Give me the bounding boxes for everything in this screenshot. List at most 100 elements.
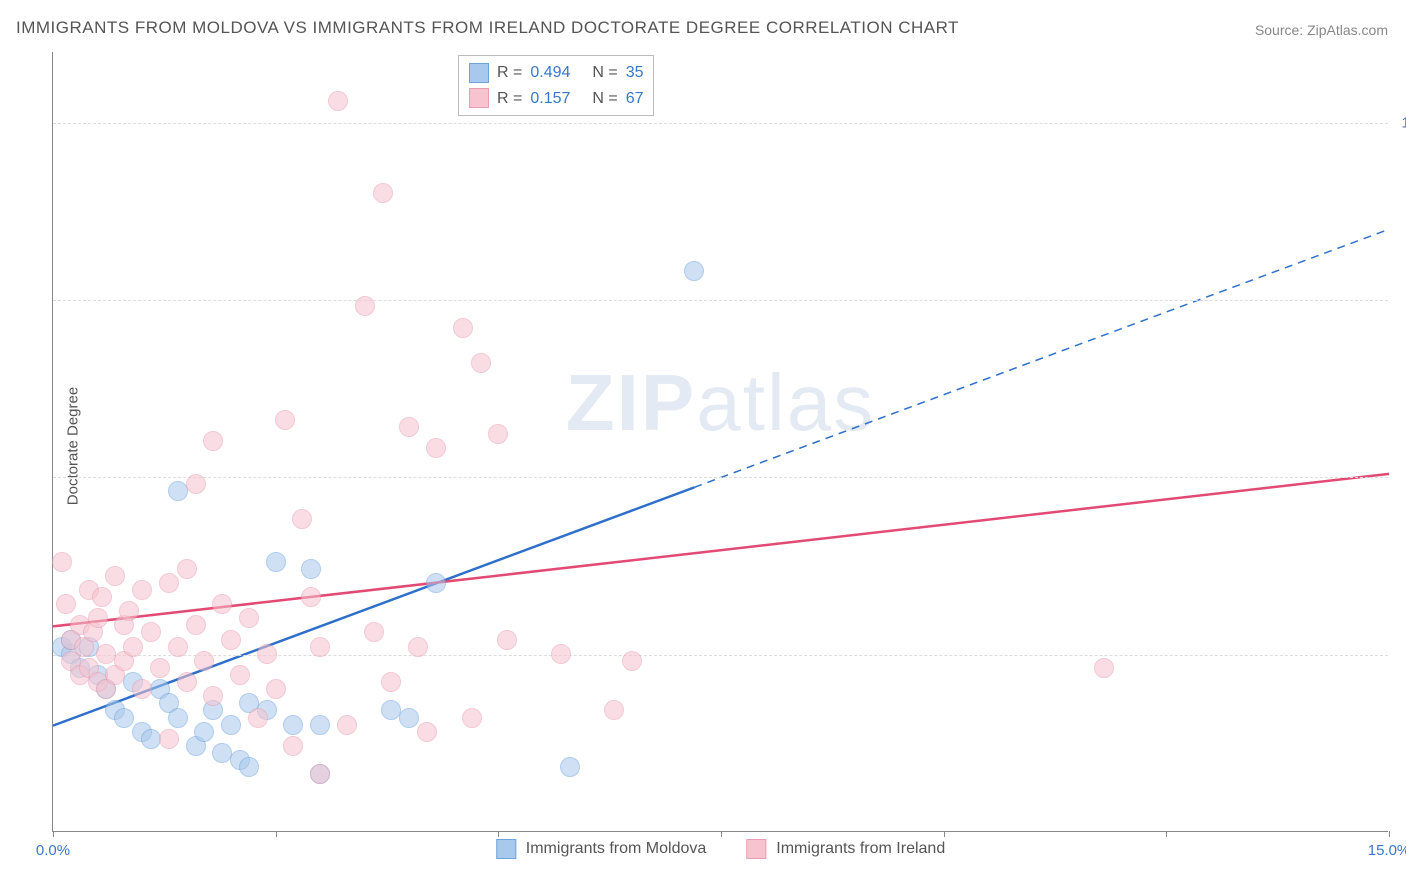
scatter-point (551, 644, 571, 664)
x-tick (1166, 831, 1167, 837)
y-tick-label: 7.5% (1394, 292, 1406, 309)
scatter-point (105, 566, 125, 586)
scatter-point (221, 715, 241, 735)
x-tick (944, 831, 945, 837)
scatter-point (408, 637, 428, 657)
legend-swatch (496, 839, 516, 859)
n-prefix: N = (592, 60, 617, 86)
scatter-point (292, 509, 312, 529)
scatter-point (159, 729, 179, 749)
scatter-point (283, 715, 303, 735)
scatter-point (301, 587, 321, 607)
x-tick (276, 831, 277, 837)
n-value: 35 (626, 60, 644, 86)
x-tick-label: 0.0% (36, 842, 70, 859)
scatter-point (560, 757, 580, 777)
n-prefix: N = (592, 86, 617, 112)
scatter-point (212, 594, 232, 614)
scatter-point (141, 622, 161, 642)
stats-row: R = 0.157 N = 67 (469, 86, 643, 112)
scatter-point (186, 474, 206, 494)
gridline-h (53, 655, 1388, 656)
scatter-point (310, 637, 330, 657)
scatter-point (453, 318, 473, 338)
legend-swatch (746, 839, 766, 859)
scatter-point (399, 417, 419, 437)
chart-title: IMMIGRANTS FROM MOLDOVA VS IMMIGRANTS FR… (16, 18, 959, 38)
scatter-point (132, 679, 152, 699)
scatter-point (239, 757, 259, 777)
legend-swatch (469, 63, 489, 83)
scatter-point (1094, 658, 1114, 678)
scatter-point (114, 708, 134, 728)
x-tick (498, 831, 499, 837)
scatter-point (92, 587, 112, 607)
scatter-point (310, 764, 330, 784)
legend-item: Immigrants from Ireland (746, 839, 945, 859)
scatter-point (355, 296, 375, 316)
legend-label: Immigrants from Moldova (526, 840, 707, 858)
y-tick-label: 5.0% (1394, 469, 1406, 486)
scatter-point (417, 722, 437, 742)
scatter-point (426, 573, 446, 593)
scatter-point (399, 708, 419, 728)
x-tick (721, 831, 722, 837)
scatter-point (283, 736, 303, 756)
x-tick (53, 831, 54, 837)
scatter-point (426, 438, 446, 458)
scatter-point (337, 715, 357, 735)
scatter-point (248, 708, 268, 728)
scatter-point (604, 700, 624, 720)
r-prefix: R = (497, 86, 522, 112)
legend-swatch (469, 88, 489, 108)
gridline-h (53, 123, 1388, 124)
scatter-point (275, 410, 295, 430)
plot-area: ZIPatlas 2.5%5.0%7.5%10.0%0.0%15.0%R =0.… (52, 52, 1388, 832)
scatter-point (177, 559, 197, 579)
scatter-point (56, 594, 76, 614)
scatter-point (168, 637, 188, 657)
scatter-point (497, 630, 517, 650)
y-tick-label: 2.5% (1394, 646, 1406, 663)
source-label: Source: ZipAtlas.com (1255, 22, 1388, 38)
r-value: 0.494 (530, 60, 584, 86)
scatter-point (230, 665, 250, 685)
scatter-point (52, 552, 72, 572)
stats-row: R = 0.494 N = 35 (469, 60, 643, 86)
n-value: 67 (626, 86, 644, 112)
scatter-point (159, 573, 179, 593)
scatter-point (194, 651, 214, 671)
r-value: 0.157 (530, 86, 584, 112)
scatter-point (266, 552, 286, 572)
stats-legend: R = 0.494 N = 35 R = 0.157 N = 67 (458, 55, 654, 116)
scatter-point (257, 644, 277, 664)
scatter-point (471, 353, 491, 373)
legend-label: Immigrants from Ireland (776, 840, 945, 858)
scatter-point (301, 559, 321, 579)
scatter-point (203, 686, 223, 706)
trendline-solid (53, 474, 1389, 626)
scatter-point (221, 630, 241, 650)
scatter-point (373, 183, 393, 203)
scatter-point (364, 622, 384, 642)
scatter-point (239, 608, 259, 628)
scatter-point (132, 580, 152, 600)
scatter-point (328, 91, 348, 111)
scatter-point (203, 431, 223, 451)
scatter-point (177, 672, 197, 692)
scatter-point (88, 608, 108, 628)
scatter-point (622, 651, 642, 671)
gridline-h (53, 477, 1388, 478)
scatter-point (488, 424, 508, 444)
x-tick-label: 15.0% (1368, 842, 1406, 859)
y-tick-label: 10.0% (1394, 114, 1406, 131)
scatter-point (462, 708, 482, 728)
scatter-point (266, 679, 286, 699)
scatter-point (684, 261, 704, 281)
x-tick (1389, 831, 1390, 837)
trendline-dashed (694, 229, 1389, 487)
scatter-point (194, 722, 214, 742)
scatter-point (186, 615, 206, 635)
r-prefix: R = (497, 60, 522, 86)
scatter-point (123, 637, 143, 657)
